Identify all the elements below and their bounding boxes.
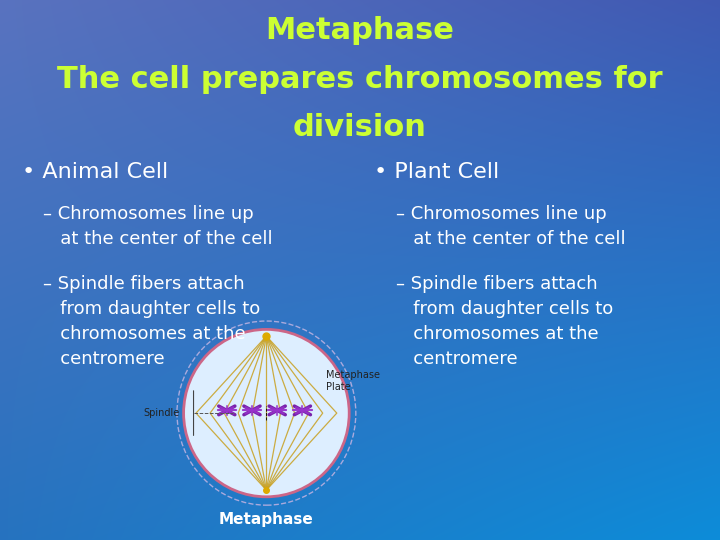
Text: – Chromosomes line up
   at the center of the cell: – Chromosomes line up at the center of t…	[43, 205, 273, 248]
Text: division: division	[293, 113, 427, 143]
Text: • Animal Cell: • Animal Cell	[22, 162, 168, 182]
Text: – Spindle fibers attach
   from daughter cells to
   chromosomes at the
   centr: – Spindle fibers attach from daughter ce…	[43, 275, 261, 368]
Text: Spindle: Spindle	[143, 408, 179, 418]
Text: Metaphase: Metaphase	[219, 512, 314, 527]
Text: – Chromosomes line up
   at the center of the cell: – Chromosomes line up at the center of t…	[396, 205, 626, 248]
Ellipse shape	[184, 329, 349, 497]
Text: • Plant Cell: • Plant Cell	[374, 162, 500, 182]
Text: Metaphase
Plate: Metaphase Plate	[326, 370, 380, 393]
Text: – Spindle fibers attach
   from daughter cells to
   chromosomes at the
   centr: – Spindle fibers attach from daughter ce…	[396, 275, 613, 368]
Text: The cell prepares chromosomes for: The cell prepares chromosomes for	[57, 65, 663, 94]
Text: Metaphase: Metaphase	[266, 16, 454, 45]
